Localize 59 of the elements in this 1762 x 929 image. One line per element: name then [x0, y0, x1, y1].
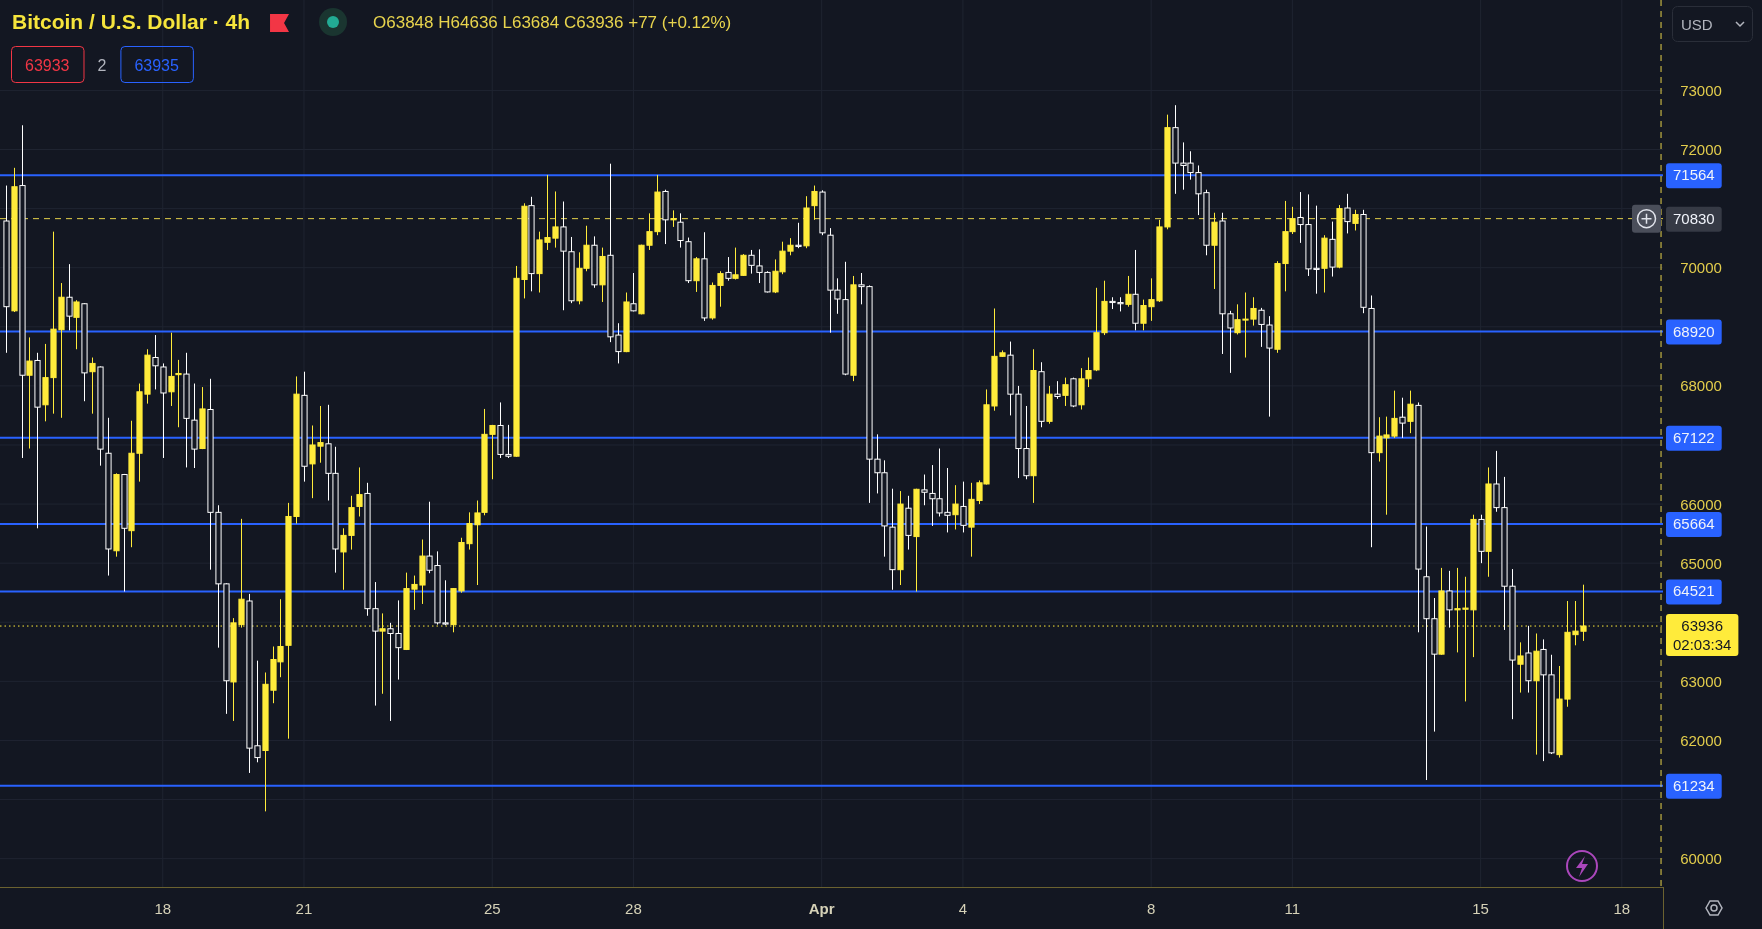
candlestick — [89, 357, 96, 415]
ref-line-label: 63936 02:03:34 — [1673, 617, 1732, 654]
x-tick-label: 21 — [295, 899, 313, 917]
text: Bitcoin / U.S. Dollar · 4h — [12, 10, 251, 33]
y-tick-label: 73000 — [1680, 81, 1722, 99]
x-tick-label: 25 — [483, 899, 501, 917]
candlestick — [175, 359, 182, 428]
x-tick-label: 8 — [1146, 899, 1156, 917]
ref-line-label: 68920 — [1673, 322, 1715, 340]
candlestick — [693, 256, 700, 293]
candlestick — [1446, 570, 1453, 629]
x-tick-label: 4 — [958, 899, 968, 917]
candlestick — [1062, 377, 1069, 407]
ref-line-label: 71564 — [1673, 166, 1715, 184]
candlestick — [677, 212, 684, 249]
y-tick-label: 62000 — [1680, 731, 1722, 749]
ref-line-label: 67122 — [1673, 428, 1715, 446]
candlestick — [1399, 397, 1406, 439]
y-tick-label: 66000 — [1680, 495, 1722, 513]
annotation: 2 — [97, 56, 107, 74]
candlestick — [356, 466, 363, 517]
text: USD — [1681, 15, 1713, 33]
y-tick-label: 68000 — [1680, 377, 1722, 395]
y-tick-label: 63000 — [1680, 672, 1722, 690]
candlestick — [1352, 209, 1359, 231]
ref-line-label: 65664 — [1673, 514, 1715, 532]
x-tick-label: 18 — [154, 899, 172, 917]
x-tick-label: Apr — [808, 899, 835, 917]
candlestick — [66, 263, 73, 331]
ref-line-label: 70830 — [1673, 209, 1715, 227]
text: O63848 H64636 L63684 C63936 +77 (+0.12%) — [373, 13, 732, 32]
x-tick-label: 11 — [1284, 899, 1301, 917]
y-tick-label: 70000 — [1680, 259, 1722, 277]
candlestick — [811, 185, 818, 221]
candlestick — [725, 256, 732, 282]
x-tick-label: 15 — [1472, 899, 1489, 917]
candlestick — [1125, 275, 1132, 308]
ref-line-label: 64521 — [1673, 582, 1715, 600]
candlestick — [1517, 641, 1524, 694]
candlestick — [152, 334, 159, 390]
candlestick — [1344, 193, 1351, 234]
candlestick — [960, 481, 967, 533]
candlestick — [26, 336, 33, 450]
x-tick-label: 28 — [625, 899, 642, 917]
x-tick-label: 18 — [1613, 899, 1631, 917]
y-tick-label: 60000 — [1680, 850, 1722, 868]
annotation: 63933 — [25, 56, 70, 74]
candlestick — [73, 299, 80, 350]
candlestick — [921, 474, 928, 506]
candlestick — [1407, 390, 1414, 434]
annotation: 63935 — [134, 56, 179, 74]
y-tick-label: 72000 — [1680, 141, 1722, 159]
candlestick — [795, 222, 802, 249]
candlestick — [952, 484, 959, 530]
candlestick — [630, 272, 637, 312]
candlestick — [168, 332, 175, 407]
candlestick — [1211, 212, 1218, 290]
ref-line-label: 61234 — [1673, 776, 1715, 794]
y-tick-label: 65000 — [1680, 554, 1722, 572]
